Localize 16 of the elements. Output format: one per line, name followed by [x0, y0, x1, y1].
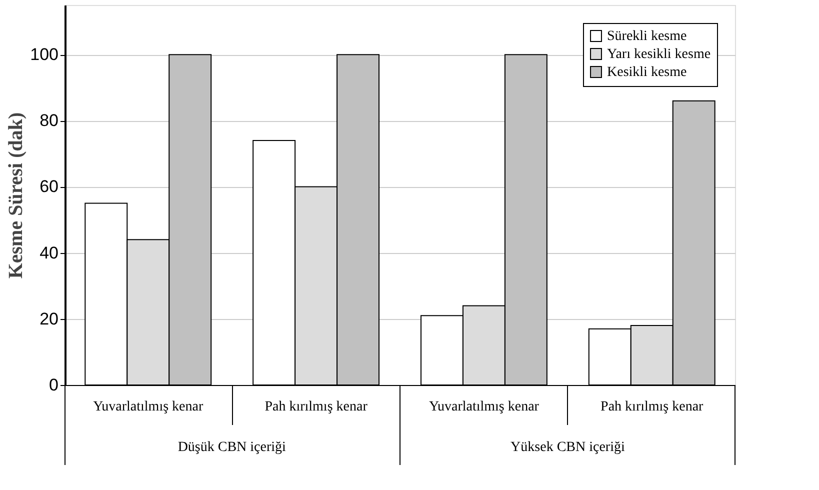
- text: Yüksek CBN içeriği: [510, 440, 625, 455]
- x-tick-label: Pah kırılmış kenar: [600, 400, 704, 414]
- legend-label: Yarı kesikli kesme: [607, 47, 711, 62]
- legend-label: Kesikli kesme: [607, 65, 687, 80]
- y-tick-label: 0: [49, 376, 58, 394]
- y-tick-label: 60: [40, 177, 58, 196]
- x-tick-label: Pah kırılmış kenar: [264, 400, 368, 414]
- y-axis-title: Kesme Süresi (dak): [5, 112, 28, 279]
- text: Düşük CBN içeriği: [178, 440, 286, 455]
- x-tick-label: Yuvarlatılmış kenar: [93, 400, 204, 414]
- legend-label: Sürekli kesme: [607, 29, 687, 44]
- y-tick-label: 40: [40, 243, 58, 262]
- y-tick-label: 20: [40, 309, 58, 328]
- x-tick-label: Yuvarlatılmış kenar: [428, 400, 540, 414]
- y-tick-label: 80: [40, 111, 58, 130]
- y-tick-label: 100: [30, 45, 58, 64]
